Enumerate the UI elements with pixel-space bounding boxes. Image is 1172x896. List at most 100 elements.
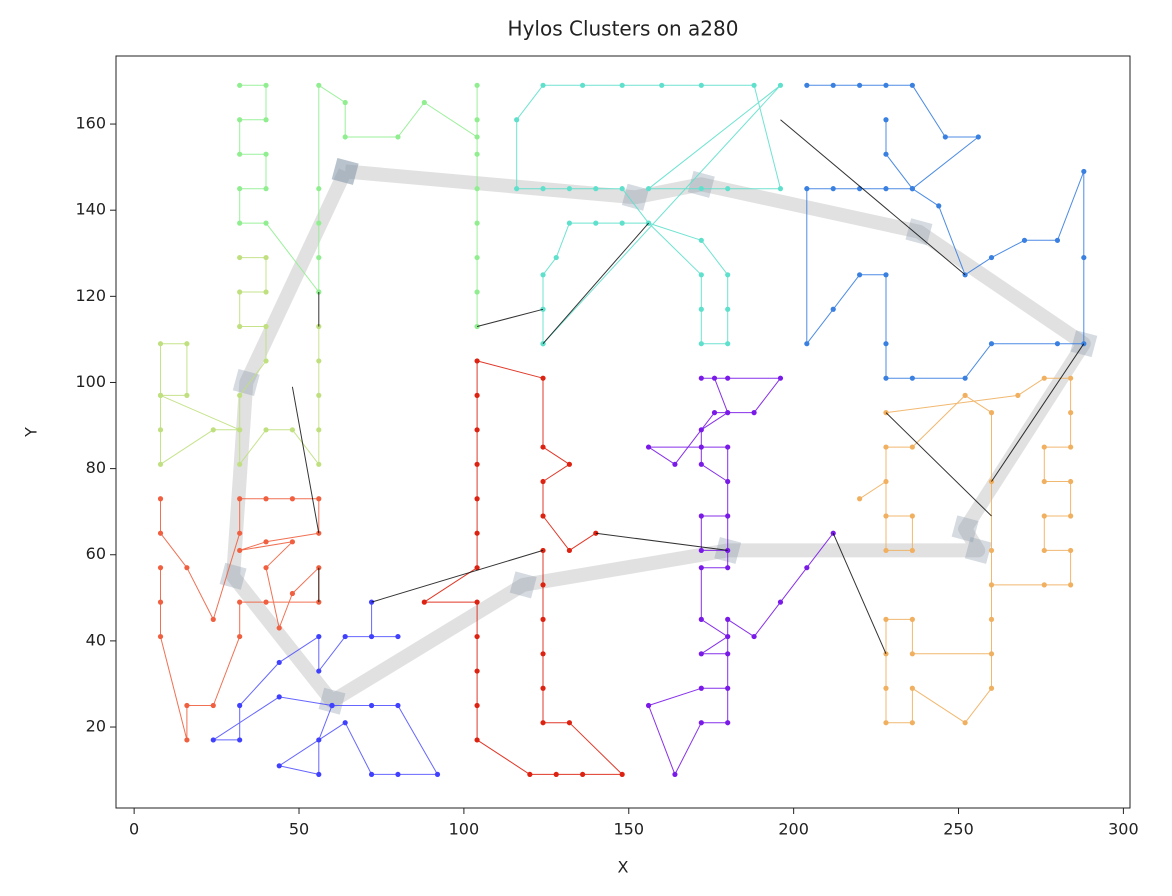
city-point [1041, 444, 1047, 450]
city-point [263, 323, 269, 330]
city-point [263, 496, 269, 502]
city-point [395, 134, 401, 140]
city-point [1041, 375, 1047, 381]
city-point [1015, 392, 1021, 398]
city-point [276, 763, 282, 769]
city-point [316, 358, 322, 364]
route-node [509, 571, 537, 599]
city-point [474, 117, 480, 123]
city-point [237, 530, 243, 536]
city-point [237, 599, 243, 605]
city-point [725, 616, 731, 622]
city-point [474, 461, 480, 467]
city-point [909, 186, 915, 192]
city-point [263, 117, 269, 123]
city-point [210, 702, 216, 709]
city-point [237, 289, 243, 295]
city-point [883, 547, 889, 554]
city-point [725, 685, 731, 691]
city-point [580, 771, 586, 778]
city-point [184, 702, 190, 709]
city-point [883, 82, 889, 88]
city-point [580, 82, 586, 88]
series-line [239, 84, 478, 327]
city-point [276, 659, 282, 666]
city-point [527, 771, 533, 778]
city-point [395, 771, 401, 778]
city-point [698, 651, 704, 657]
series-line [648, 377, 834, 775]
city-point [725, 186, 731, 192]
y-tick-label: 20 [86, 717, 106, 736]
city-point [289, 539, 296, 545]
city-point [474, 702, 480, 709]
city-point [1068, 478, 1074, 485]
route-node [232, 368, 260, 396]
city-point [698, 375, 704, 381]
city-point [883, 720, 889, 726]
city-point [777, 375, 784, 381]
city-point [909, 513, 915, 519]
route-node [687, 170, 715, 198]
city-point [342, 720, 348, 726]
city-point [210, 737, 216, 743]
city-point [830, 306, 836, 312]
city-point [909, 547, 915, 554]
series-line [806, 84, 1085, 379]
city-point [316, 186, 322, 192]
city-point [619, 771, 625, 778]
city-point [553, 254, 559, 261]
city-point [263, 186, 269, 192]
city-point [777, 82, 784, 88]
city-point [619, 82, 625, 88]
city-point [540, 444, 546, 450]
city-point [540, 651, 546, 657]
city-point [909, 82, 915, 88]
city-point [619, 220, 625, 226]
city-point [593, 220, 599, 226]
city-point [698, 306, 704, 312]
city-point [184, 737, 190, 743]
city-point [725, 720, 731, 726]
city-point [316, 461, 322, 467]
city-point [942, 134, 948, 140]
city-point [698, 547, 704, 554]
city-point [540, 582, 546, 588]
city-point [698, 237, 704, 243]
city-point [368, 771, 375, 778]
city-point [830, 186, 836, 192]
city-point [237, 702, 243, 709]
city-point [751, 82, 757, 88]
y-tick-label: 160 [75, 114, 106, 133]
city-point [237, 427, 243, 433]
city-point [909, 651, 915, 657]
city-point [725, 410, 731, 416]
city-point [263, 151, 269, 157]
city-point [540, 306, 546, 312]
series-line [160, 257, 320, 465]
city-point [395, 633, 401, 640]
city-point [988, 685, 995, 691]
city-point [316, 633, 322, 640]
city-point [857, 496, 863, 502]
city-point [316, 599, 322, 605]
city-point [540, 616, 546, 622]
city-point [883, 651, 889, 657]
city-point [1068, 513, 1074, 519]
city-point [395, 702, 401, 709]
route-node [951, 515, 979, 543]
city-point [263, 254, 269, 261]
city-point [540, 513, 546, 519]
city-point [883, 272, 889, 278]
city-point [698, 272, 704, 278]
city-point [698, 461, 704, 467]
city-point [263, 565, 269, 571]
city-point [698, 616, 704, 622]
city-point [698, 427, 704, 433]
city-point [804, 341, 810, 347]
city-point [316, 771, 322, 778]
city-point [883, 444, 889, 450]
route-node [964, 536, 992, 564]
city-point [725, 513, 731, 519]
